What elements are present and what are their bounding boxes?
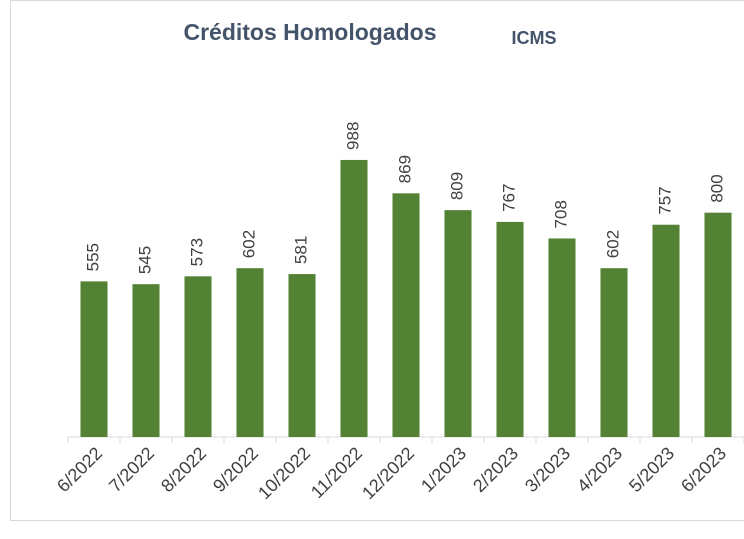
bar [548,238,576,437]
bar [184,276,212,437]
bar [392,193,420,437]
bar [600,268,628,437]
data-label: 809 [447,172,466,200]
bar [340,159,368,437]
chart-title: Créditos Homologados [183,19,436,45]
bar [236,268,264,437]
chart-frame [10,0,744,521]
data-label: 581 [291,236,310,264]
data-label: 988 [343,122,362,150]
chart-subtitle: ICMS [512,28,557,48]
data-label: 555 [83,243,102,271]
bar [444,210,472,437]
data-label: 602 [603,230,622,258]
bar [80,281,108,437]
data-label: 708 [551,200,570,228]
bar [288,274,316,437]
data-label: 602 [239,230,258,258]
data-label: 800 [707,174,726,202]
data-label: 573 [187,238,206,266]
data-label: 757 [655,186,674,214]
bar [652,224,680,437]
data-label: 545 [135,246,154,274]
data-label: 767 [499,184,518,212]
bar [704,212,732,437]
bar [496,221,524,437]
data-label: 869 [395,155,414,183]
bar [132,284,160,437]
